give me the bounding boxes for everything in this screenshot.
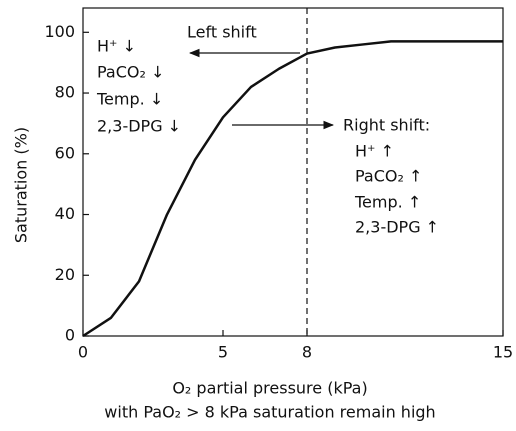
plot-frame bbox=[82, 7, 504, 337]
y-tick-label: 80 bbox=[55, 83, 75, 102]
x-tick-label: 0 bbox=[78, 343, 88, 362]
x-tick-label: 8 bbox=[302, 343, 312, 362]
right-item: H⁺ ↑ bbox=[355, 142, 394, 161]
curve bbox=[82, 40, 503, 338]
y-tick-label: 0 bbox=[65, 326, 75, 345]
y-tick-label: 40 bbox=[55, 204, 75, 223]
x-axis-label: O₂ partial pressure (kPa) bbox=[172, 379, 367, 398]
subtitle: with PaO₂ > 8 kPa saturation remain high bbox=[104, 403, 435, 422]
right-shift-label: Right shift: bbox=[343, 116, 430, 135]
left-item: H⁺ ↓ bbox=[97, 37, 136, 56]
left-item: Temp. ↓ bbox=[96, 90, 163, 109]
y-axis-label: Saturation (%) bbox=[12, 127, 31, 243]
left-item: 2,3-DPG ↓ bbox=[97, 117, 181, 136]
x-tick-label: 15 bbox=[493, 343, 513, 362]
y-tick-label: 20 bbox=[55, 265, 75, 284]
left-item: PaCO₂ ↓ bbox=[97, 63, 164, 82]
right-item: PaCO₂ ↑ bbox=[355, 167, 422, 186]
right-item: Temp. ↑ bbox=[354, 193, 421, 212]
x-tick-label: 5 bbox=[218, 343, 228, 362]
right-item: 2,3-DPG ↑ bbox=[355, 218, 439, 237]
y-tick-label: 100 bbox=[44, 22, 75, 41]
left-shift-label: Left shift bbox=[187, 23, 257, 42]
y-tick-label: 60 bbox=[55, 143, 75, 162]
